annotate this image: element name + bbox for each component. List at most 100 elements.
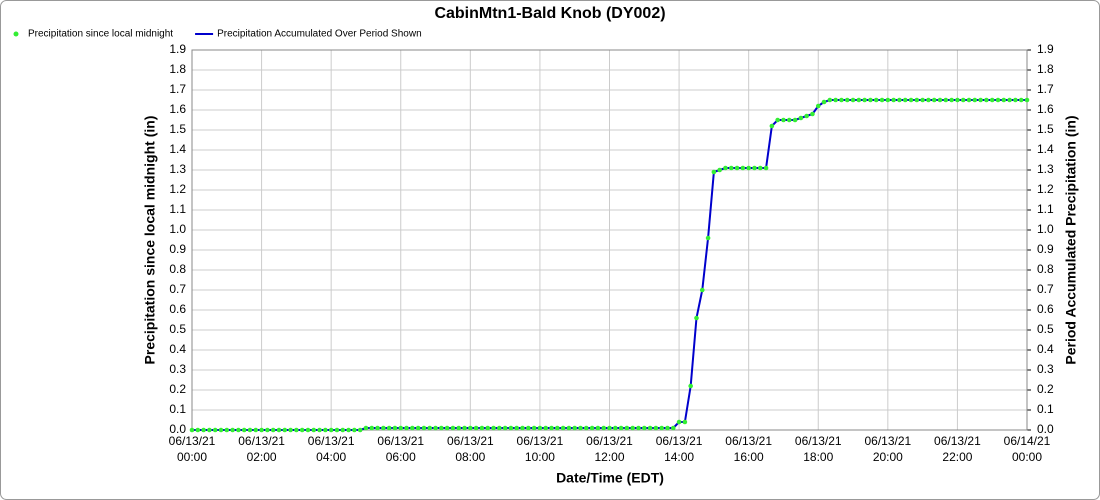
y2-tick-label: 0.9 bbox=[1037, 242, 1054, 256]
data-point bbox=[381, 425, 386, 431]
data-point bbox=[340, 427, 346, 433]
data-point bbox=[473, 425, 479, 431]
data-point bbox=[833, 97, 838, 103]
x-tick-label: 06/13/21 14:00 bbox=[656, 434, 703, 464]
y-tick-label: 0.1 bbox=[169, 402, 186, 416]
data-point bbox=[398, 425, 404, 431]
data-point bbox=[479, 425, 485, 431]
data-point bbox=[804, 113, 809, 119]
y2-tick-label: 1.2 bbox=[1037, 182, 1054, 196]
data-point bbox=[653, 425, 659, 431]
legend-entry: Precipitation Accumulated Over Period Sh… bbox=[195, 29, 422, 40]
x-tick-label: 06/13/21 06:00 bbox=[377, 434, 424, 464]
y-tick-label: 1.0 bbox=[169, 222, 186, 236]
x-tick-label: 06/13/21 10:00 bbox=[517, 434, 564, 464]
data-point bbox=[392, 425, 398, 431]
data-point bbox=[815, 103, 821, 109]
data-point bbox=[212, 427, 218, 433]
data-point bbox=[352, 427, 357, 433]
data-point bbox=[549, 425, 554, 431]
data-point bbox=[641, 425, 647, 431]
data-point bbox=[502, 425, 508, 431]
data-point bbox=[914, 97, 920, 103]
data-point bbox=[433, 425, 438, 431]
y-tick-label: 1.4 bbox=[169, 142, 186, 156]
data-point bbox=[723, 165, 728, 171]
data-point bbox=[259, 427, 264, 433]
data-point bbox=[949, 97, 954, 103]
y-tick-label: 0.2 bbox=[169, 382, 186, 396]
y-tick-label: 1.9 bbox=[169, 42, 186, 56]
data-point bbox=[740, 165, 746, 171]
legend-label: Precipitation Accumulated Over Period Sh… bbox=[217, 29, 422, 40]
data-point bbox=[972, 97, 978, 103]
data-point bbox=[427, 425, 433, 431]
y2-tick-label: 1.6 bbox=[1037, 102, 1054, 116]
y-axis-label: Precipitation since local midnight (in) bbox=[142, 116, 158, 365]
data-point bbox=[856, 97, 862, 103]
x-tick-label: 06/13/21 12:00 bbox=[586, 434, 633, 464]
data-point bbox=[775, 117, 780, 123]
data-point bbox=[328, 427, 334, 433]
data-point bbox=[821, 99, 827, 105]
y-tick-label: 0.7 bbox=[169, 282, 186, 296]
data-point bbox=[421, 425, 427, 431]
data-point bbox=[688, 383, 693, 389]
y-tick-label: 0.8 bbox=[169, 262, 186, 276]
data-point bbox=[195, 427, 201, 433]
data-point bbox=[908, 97, 914, 103]
y-tick-label: 1.2 bbox=[169, 182, 186, 196]
data-point bbox=[891, 97, 896, 103]
y2-tick-label: 1.1 bbox=[1037, 202, 1054, 216]
x-tick-label: 06/13/21 02:00 bbox=[238, 434, 285, 464]
y2-tick-label: 1.5 bbox=[1037, 122, 1054, 136]
data-point bbox=[786, 117, 792, 123]
y2-tick-label: 0.4 bbox=[1037, 342, 1054, 356]
data-point bbox=[792, 117, 798, 123]
data-point bbox=[282, 427, 288, 433]
data-point bbox=[386, 425, 392, 431]
data-point bbox=[659, 425, 664, 431]
y2-tick-label: 0.3 bbox=[1037, 362, 1054, 376]
y-tick-label: 0.3 bbox=[169, 362, 186, 376]
data-point bbox=[270, 427, 276, 433]
data-point bbox=[334, 427, 340, 433]
data-point bbox=[566, 425, 572, 431]
data-point bbox=[960, 97, 966, 103]
data-point bbox=[728, 165, 734, 171]
data-point bbox=[989, 97, 995, 103]
data-point bbox=[665, 425, 670, 431]
data-point bbox=[241, 427, 247, 433]
y2-tick-label: 1.7 bbox=[1037, 82, 1054, 96]
y-tick-label: 0.4 bbox=[169, 342, 186, 356]
data-point bbox=[966, 97, 972, 103]
data-point bbox=[879, 97, 885, 103]
y-tick-label: 0.5 bbox=[169, 322, 186, 336]
data-point bbox=[526, 425, 531, 431]
data-point bbox=[236, 427, 241, 433]
data-point bbox=[763, 165, 769, 171]
data-point bbox=[520, 425, 525, 431]
y2-tick-label: 1.8 bbox=[1037, 62, 1054, 76]
data-point bbox=[601, 425, 607, 431]
data-point bbox=[885, 97, 891, 103]
data-point bbox=[439, 425, 444, 431]
data-point bbox=[699, 287, 705, 293]
data-point bbox=[189, 427, 195, 433]
data-point bbox=[589, 425, 595, 431]
y-tick-label: 1.6 bbox=[169, 102, 186, 116]
y2-tick-label: 0.5 bbox=[1037, 322, 1054, 336]
data-point bbox=[201, 427, 206, 433]
data-point bbox=[560, 425, 566, 431]
x-tick-label: 06/13/21 16:00 bbox=[725, 434, 772, 464]
data-point bbox=[618, 425, 624, 431]
data-point bbox=[224, 427, 230, 433]
data-point bbox=[578, 425, 583, 431]
data-point bbox=[757, 165, 763, 171]
data-point bbox=[375, 425, 380, 431]
data-point bbox=[305, 427, 311, 433]
data-point bbox=[647, 425, 653, 431]
data-point bbox=[265, 427, 270, 433]
data-point bbox=[207, 427, 212, 433]
